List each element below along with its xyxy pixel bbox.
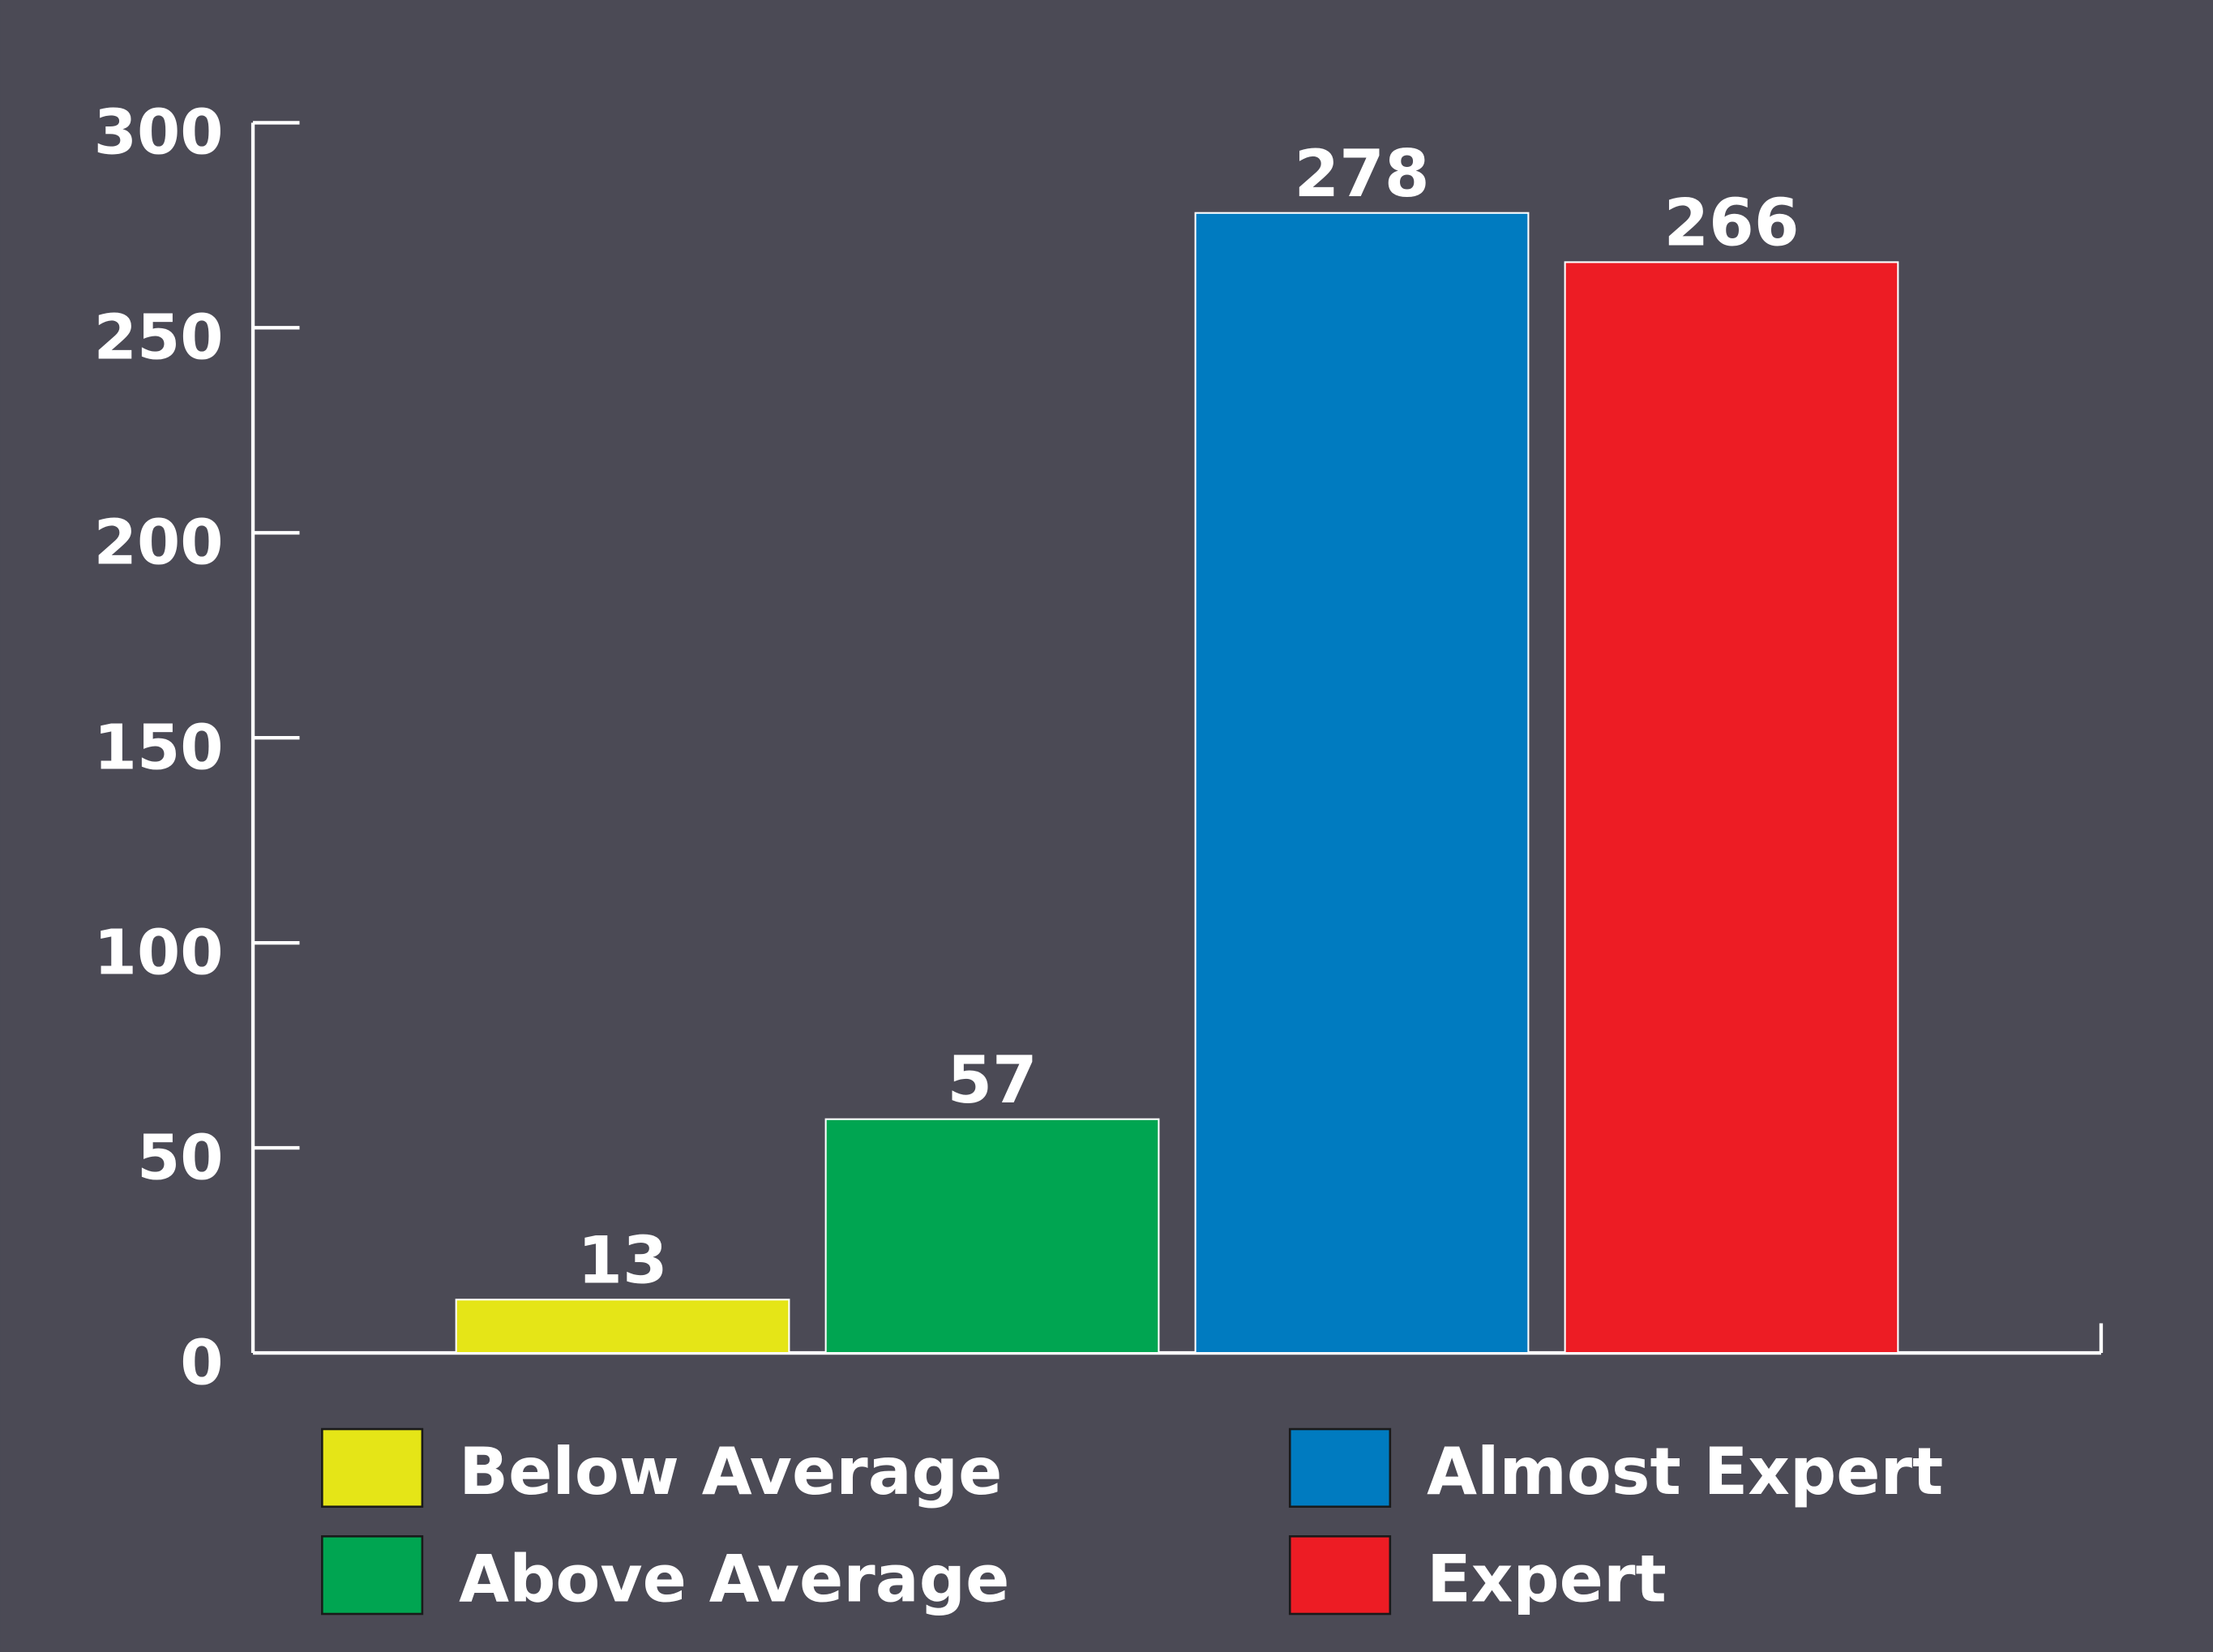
legend-swatch bbox=[321, 1427, 424, 1509]
y-tick-label: 0 bbox=[180, 1327, 223, 1399]
legend-label: Above Average bbox=[459, 1541, 1009, 1616]
legend-swatch bbox=[321, 1534, 424, 1616]
legend-swatch bbox=[1288, 1534, 1392, 1616]
y-tick-label: 200 bbox=[94, 507, 224, 580]
bar-data-label: 278 bbox=[1294, 136, 1429, 212]
y-tick-label: 250 bbox=[94, 302, 224, 374]
legend-swatch bbox=[1288, 1427, 1392, 1509]
bar-almost-expert bbox=[1194, 212, 1530, 1355]
y-tick-label: 50 bbox=[137, 1122, 224, 1194]
legend-item: Below Average bbox=[321, 1427, 1002, 1509]
legend-item: Expert bbox=[1288, 1534, 1667, 1616]
bar-above-average bbox=[824, 1118, 1160, 1355]
legend-label: Below Average bbox=[459, 1434, 1002, 1509]
bar-data-label: 266 bbox=[1663, 186, 1799, 261]
bar-expert bbox=[1564, 261, 1899, 1355]
y-tick-label: 300 bbox=[94, 97, 224, 169]
bar-data-label: 57 bbox=[947, 1042, 1037, 1118]
y-tick-label: 100 bbox=[94, 917, 224, 989]
y-tick-label: 150 bbox=[94, 713, 224, 785]
legend-item: Almost Expert bbox=[1288, 1427, 1943, 1509]
bar-data-label: 13 bbox=[577, 1222, 667, 1298]
legend-label: Expert bbox=[1427, 1541, 1667, 1616]
legend-label: Almost Expert bbox=[1427, 1434, 1943, 1509]
bar-below-average bbox=[455, 1299, 790, 1355]
legend-item: Above Average bbox=[321, 1534, 1009, 1616]
